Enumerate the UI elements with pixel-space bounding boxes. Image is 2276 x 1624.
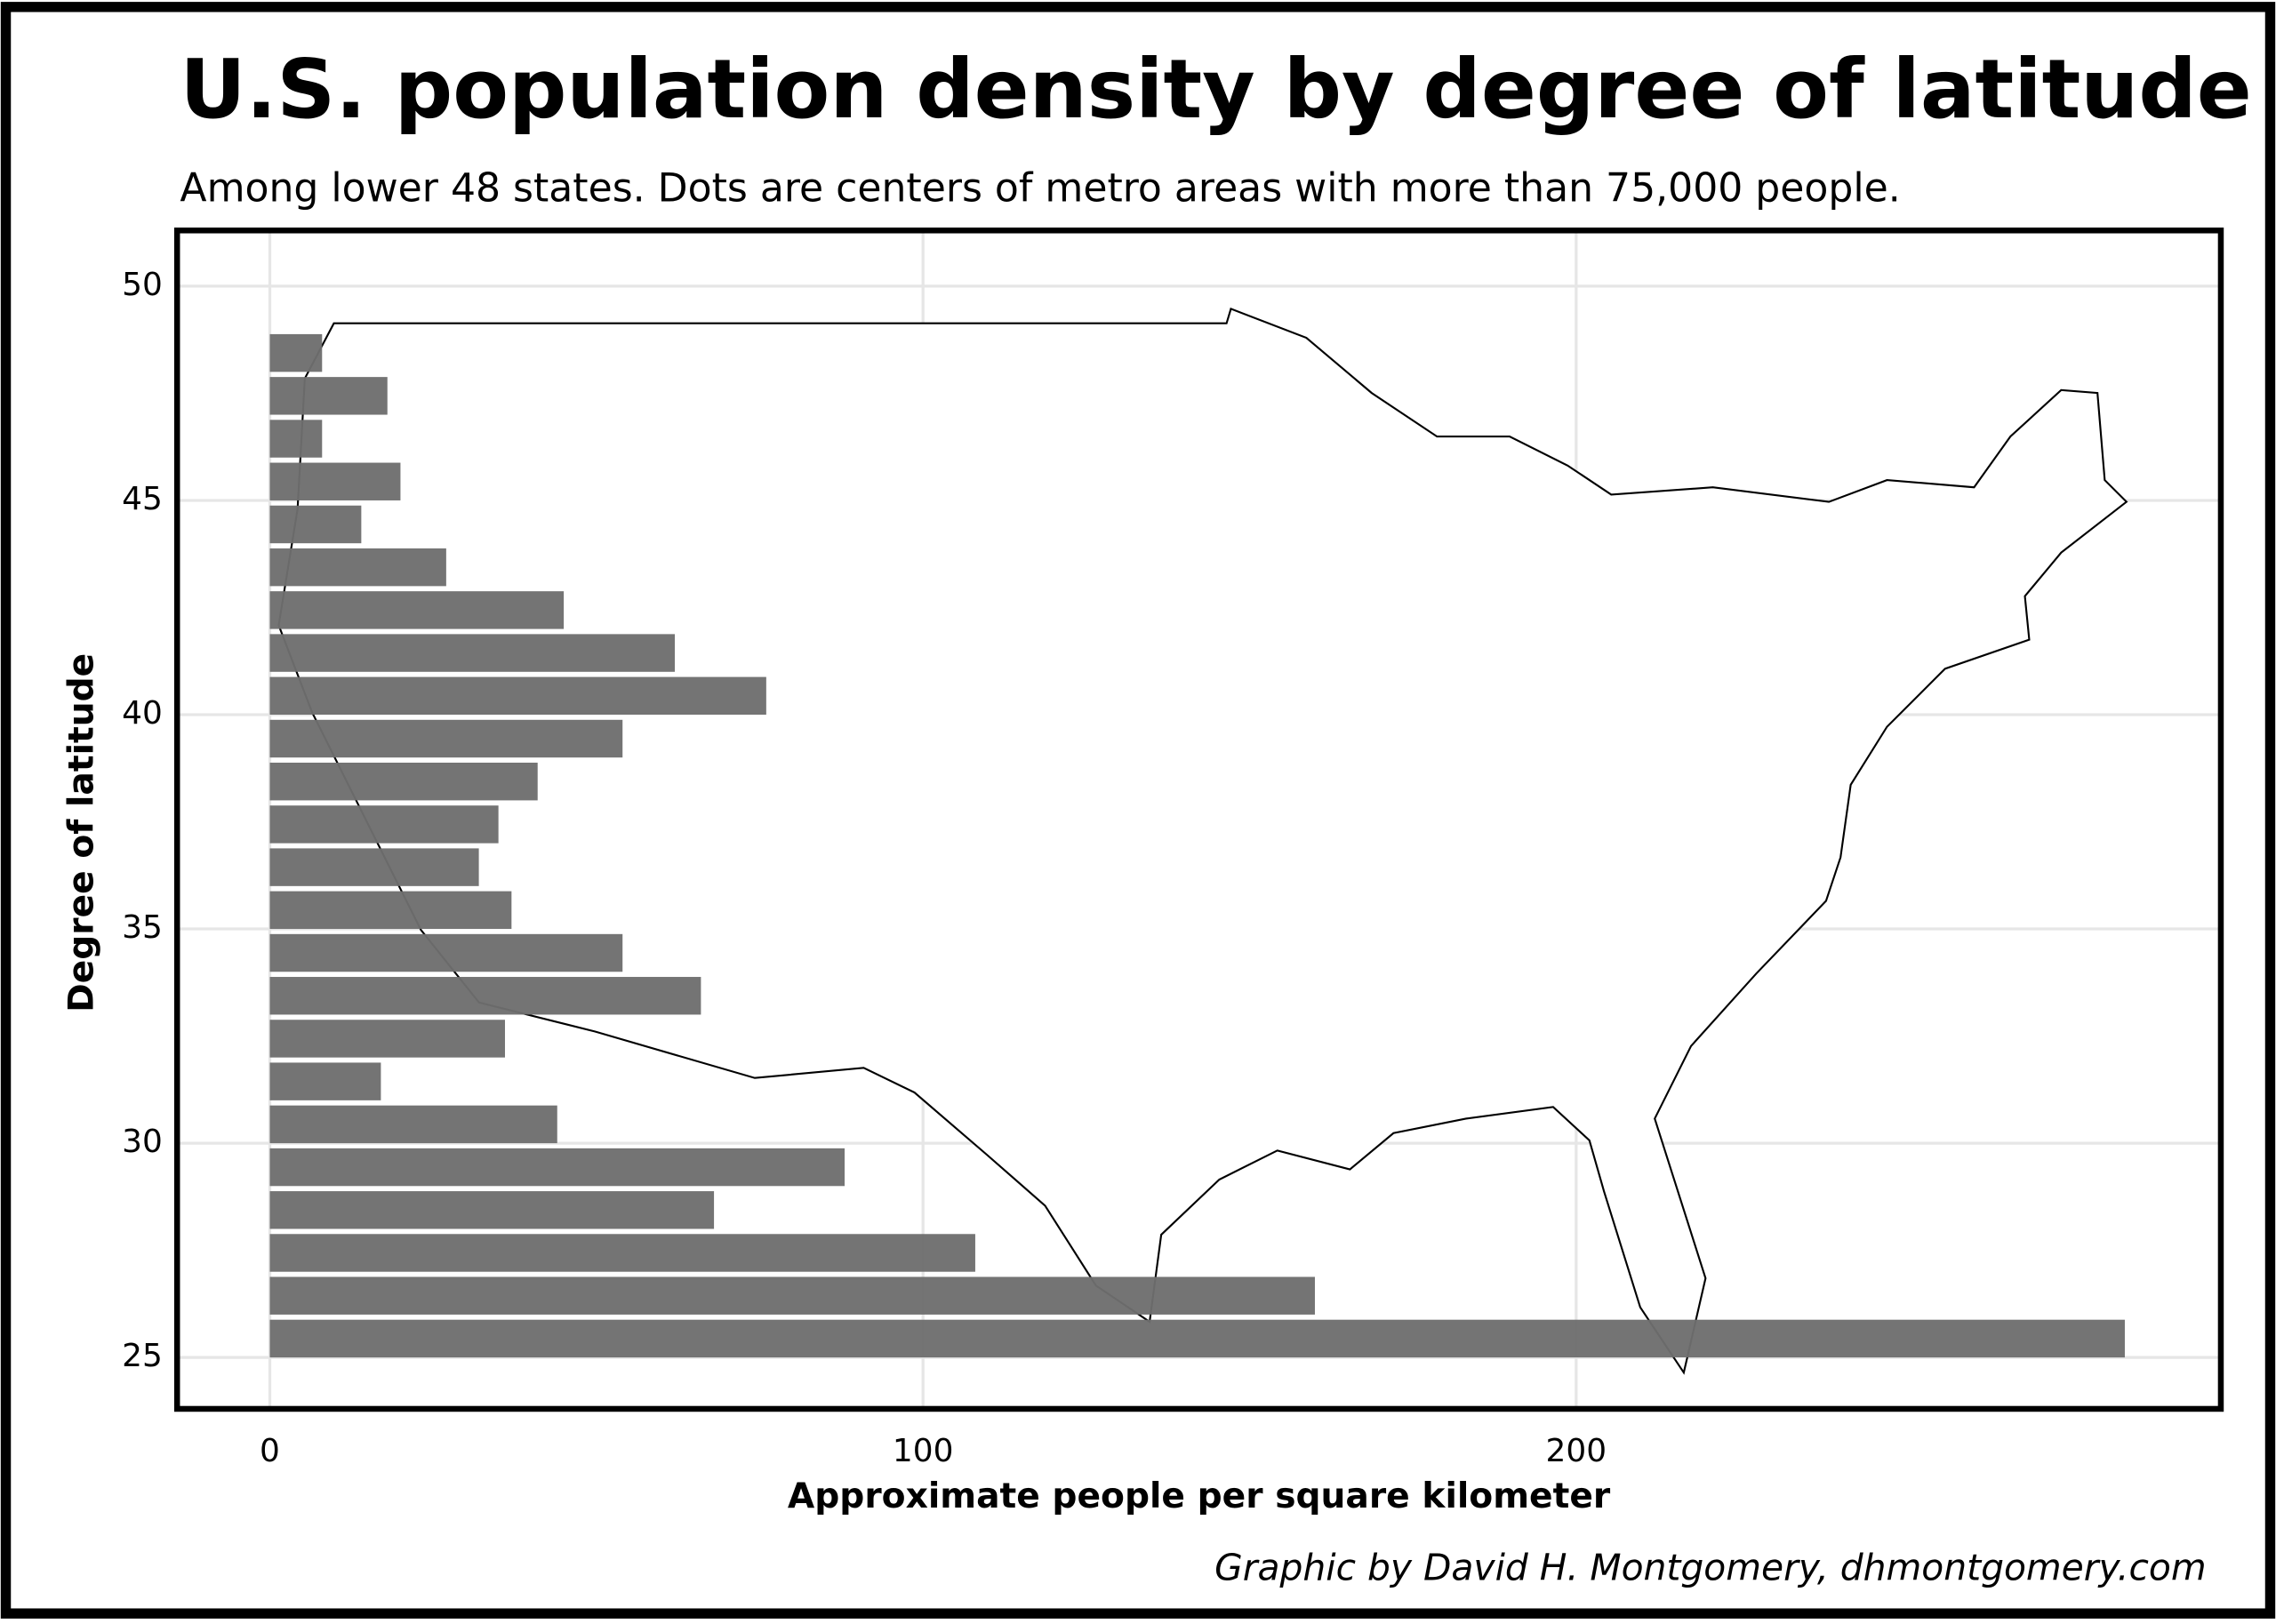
bar [269, 1234, 975, 1272]
y-tick-label: 35 [122, 909, 163, 946]
bar [269, 1276, 1315, 1315]
bar [269, 377, 388, 415]
bar [269, 462, 401, 500]
plot-frame [173, 227, 2224, 1412]
x-tick-label: 200 [1546, 1433, 1607, 1469]
bar [269, 548, 446, 587]
bar [269, 1105, 557, 1144]
bar [269, 1319, 2125, 1358]
x-axis-title: Approximate people per square kilometer [788, 1476, 1611, 1516]
bar [269, 1062, 381, 1100]
us-map-outline [277, 308, 2128, 1375]
y-tick-label: 45 [122, 481, 163, 517]
bar [269, 762, 538, 801]
y-tick-label: 30 [122, 1124, 163, 1160]
bar [269, 805, 499, 844]
chart-title: U.S. population density by degree of lat… [180, 42, 2251, 137]
bars [269, 333, 2125, 1358]
caption: Graphic by David H. Montgomery, dhmontgo… [1214, 1547, 2206, 1589]
bar [269, 719, 623, 758]
x-tick-label: 100 [893, 1433, 954, 1469]
bar [269, 977, 701, 1015]
y-tick-label: 40 [122, 695, 163, 732]
bar [269, 848, 479, 886]
bar [269, 1148, 845, 1187]
x-tick-label: 0 [260, 1433, 280, 1469]
bar [269, 634, 676, 672]
bar [269, 333, 323, 372]
chart-subtitle: Among lower 48 states. Dots are centers … [180, 166, 1900, 212]
bar [269, 1191, 715, 1229]
bar [269, 591, 565, 629]
bar [269, 676, 766, 716]
y-axis-title: Degree of latitude [61, 653, 101, 1012]
bar [269, 420, 323, 458]
bar [269, 505, 362, 544]
ticks: 0 100 200 25 30 35 40 45 50 [122, 267, 1607, 1469]
bar [269, 1020, 505, 1058]
bar [269, 933, 623, 972]
y-tick-label: 25 [122, 1338, 163, 1374]
plot-area [173, 227, 2224, 1412]
y-tick-label: 50 [122, 267, 163, 303]
bar [269, 891, 512, 930]
